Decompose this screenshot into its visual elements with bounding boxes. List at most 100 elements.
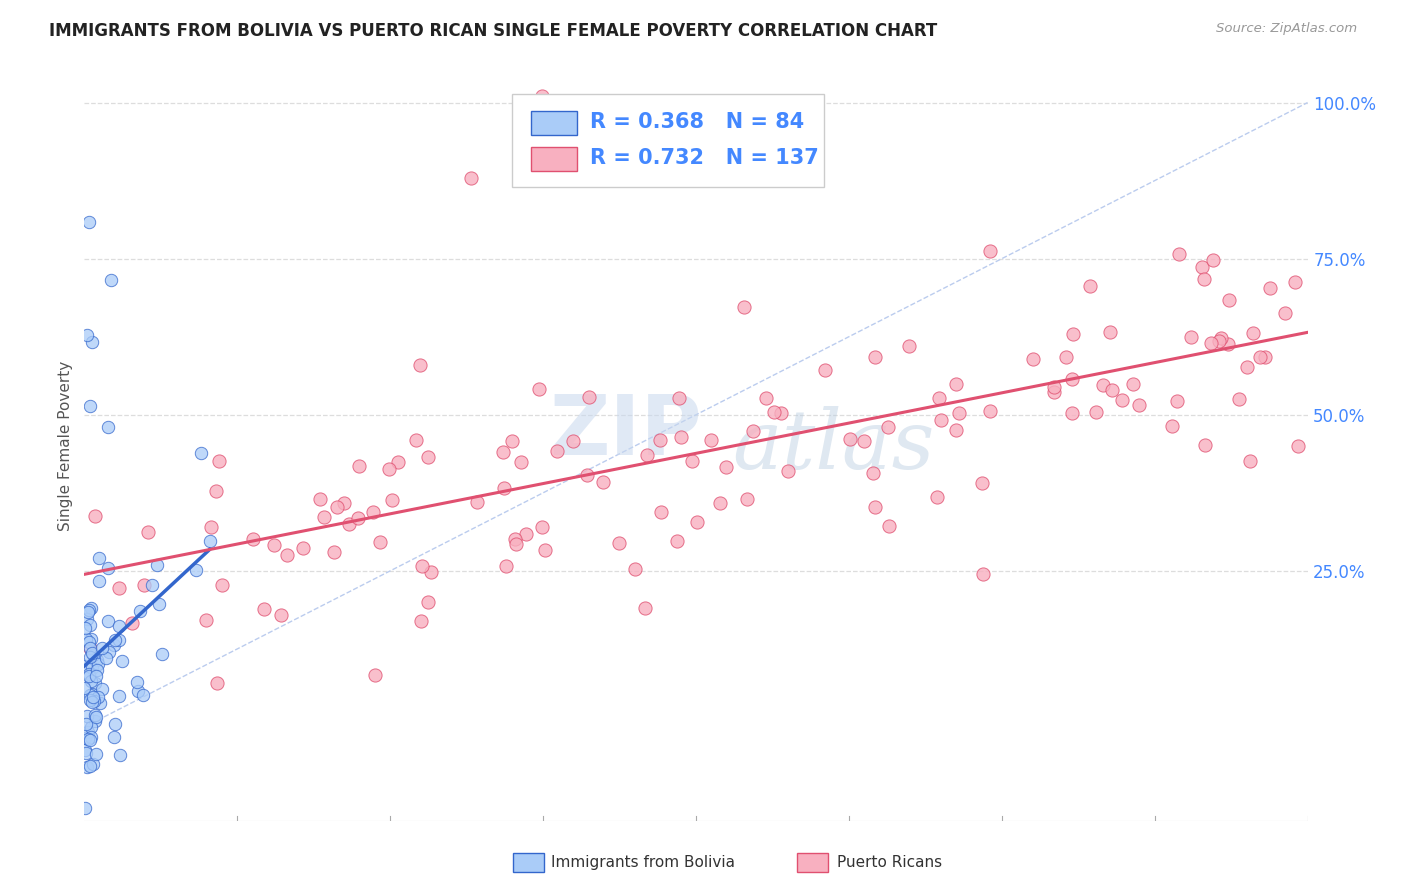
- Point: [509, 455, 531, 469]
- Point: [501, 434, 523, 449]
- Point: [813, 363, 835, 377]
- Point: [515, 527, 537, 541]
- Point: [1043, 380, 1066, 394]
- Point: [86, 663, 108, 677]
- Y-axis label: Single Female Poverty: Single Female Poverty: [58, 361, 73, 531]
- Point: [77, 666, 100, 681]
- Point: [1192, 272, 1215, 286]
- Point: [737, 492, 759, 507]
- FancyBboxPatch shape: [531, 147, 578, 171]
- Point: [77, 669, 100, 683]
- Point: [77, 635, 100, 649]
- Point: [86, 668, 108, 682]
- Point: [75, 746, 97, 760]
- Point: [79, 640, 101, 655]
- Point: [897, 339, 920, 353]
- Point: [76, 725, 98, 739]
- Text: ZIP: ZIP: [550, 391, 702, 472]
- Point: [420, 565, 443, 579]
- Point: [1218, 293, 1240, 307]
- Point: [1122, 376, 1144, 391]
- Point: [1060, 371, 1083, 385]
- Point: [1208, 334, 1230, 349]
- Point: [200, 520, 222, 534]
- Point: [82, 661, 104, 675]
- Point: [1022, 351, 1045, 366]
- Point: [776, 464, 799, 478]
- Point: [77, 215, 100, 229]
- Point: [863, 351, 886, 365]
- Point: [94, 651, 117, 665]
- Point: [1236, 360, 1258, 375]
- Point: [682, 454, 704, 468]
- Point: [75, 621, 97, 635]
- Point: [529, 382, 551, 396]
- Text: IMMIGRANTS FROM BOLIVIA VS PUERTO RICAN SINGLE FEMALE POVERTY CORRELATION CHART: IMMIGRANTS FROM BOLIVIA VS PUERTO RICAN …: [49, 22, 938, 40]
- Point: [270, 607, 292, 622]
- Point: [90, 641, 112, 656]
- Point: [108, 689, 131, 703]
- Point: [84, 747, 107, 762]
- Point: [562, 434, 585, 448]
- Point: [1111, 392, 1133, 407]
- Point: [1284, 275, 1306, 289]
- Point: [1209, 331, 1232, 345]
- Point: [186, 563, 208, 577]
- Point: [190, 445, 212, 459]
- Point: [1099, 326, 1122, 340]
- Point: [1274, 306, 1296, 320]
- Point: [198, 533, 221, 548]
- Point: [205, 675, 228, 690]
- Point: [136, 524, 159, 539]
- Point: [669, 430, 692, 444]
- Point: [714, 459, 737, 474]
- Point: [1180, 330, 1202, 344]
- Point: [1128, 398, 1150, 412]
- Point: [1168, 246, 1191, 260]
- Point: [668, 391, 690, 405]
- Point: [405, 434, 427, 448]
- Point: [1160, 419, 1182, 434]
- Point: [76, 328, 98, 343]
- Point: [79, 618, 101, 632]
- Point: [73, 658, 96, 673]
- Point: [1062, 406, 1084, 420]
- Point: [862, 467, 884, 481]
- Point: [87, 550, 110, 565]
- Point: [150, 647, 173, 661]
- Point: [97, 419, 120, 434]
- Point: [76, 709, 98, 723]
- Point: [86, 653, 108, 667]
- Point: [129, 604, 152, 618]
- Point: [253, 601, 276, 615]
- Point: [80, 646, 103, 660]
- Point: [73, 743, 96, 757]
- Point: [418, 594, 440, 608]
- Point: [928, 391, 950, 405]
- Point: [531, 519, 554, 533]
- Point: [1084, 405, 1107, 419]
- Point: [634, 601, 657, 615]
- Point: [141, 578, 163, 592]
- Point: [578, 390, 600, 404]
- Point: [77, 603, 100, 617]
- Point: [76, 760, 98, 774]
- Point: [108, 747, 131, 762]
- Point: [492, 481, 515, 495]
- Point: [623, 562, 645, 576]
- Point: [89, 574, 111, 589]
- Point: [1253, 351, 1275, 365]
- Text: Immigrants from Bolivia: Immigrants from Bolivia: [551, 855, 735, 870]
- Point: [76, 605, 98, 619]
- Point: [945, 423, 967, 437]
- Point: [657, 114, 679, 128]
- Point: [80, 687, 103, 701]
- Point: [546, 444, 568, 458]
- Point: [108, 632, 131, 647]
- Point: [111, 654, 134, 668]
- Point: [876, 420, 898, 434]
- Point: [80, 632, 103, 646]
- Point: [1101, 383, 1123, 397]
- Point: [103, 730, 125, 744]
- Point: [79, 759, 101, 773]
